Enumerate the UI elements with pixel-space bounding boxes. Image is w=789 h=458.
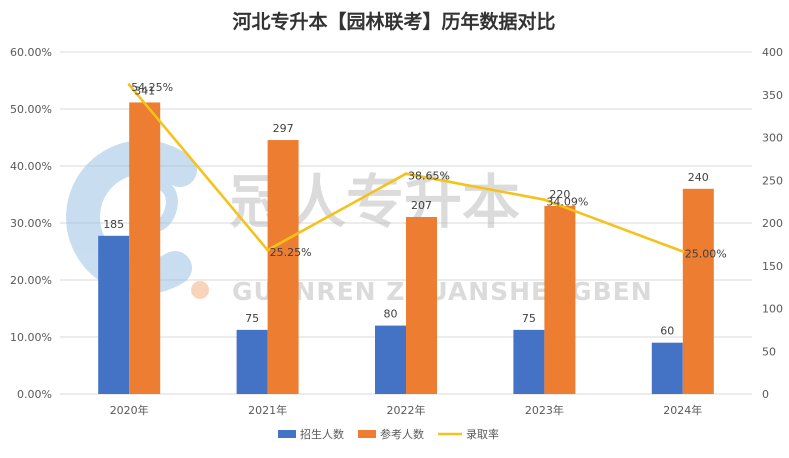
y-left-tick-label: 50.00% — [10, 103, 52, 116]
y-left-tick-label: 0.00% — [17, 388, 52, 401]
data-labels: 185 341 75 297 80 207 75 220 60 240 54.25% 25.25% 38… — [103, 81, 727, 338]
bars — [98, 102, 714, 394]
y-right-tick-label: 400 — [762, 46, 783, 59]
legend-swatch — [278, 430, 296, 438]
y-right-tick-label: 50 — [762, 345, 776, 358]
bar-admitted — [513, 329, 545, 394]
y-right-tick-label: 100 — [762, 303, 783, 316]
bar-data-label: 220 — [549, 188, 570, 201]
rate-point — [542, 198, 546, 202]
y-right-tick-label: 0 — [762, 388, 769, 401]
bar-applicants — [267, 140, 299, 394]
bar-data-label: 80 — [384, 308, 398, 321]
bar-data-label: 297 — [273, 122, 294, 135]
y-right-tick-label: 150 — [762, 260, 783, 273]
bar-data-label: 75 — [245, 312, 259, 325]
rate-point — [681, 250, 685, 253]
y-right-tick-label: 300 — [762, 132, 783, 145]
x-category-label: 2024年 — [663, 403, 702, 417]
rate-point — [266, 248, 270, 252]
chart-title: 河北专升本【园林联考】历年数据对比 — [232, 10, 555, 33]
y-right-tick-label: 250 — [762, 174, 783, 187]
bar-data-label: 75 — [522, 312, 536, 325]
bar-applicants — [544, 205, 576, 394]
x-axis-categories: 2020年 2021年 2022年 2023年 2024年 — [110, 403, 703, 417]
rate-data-label: 25.25% — [270, 246, 312, 259]
y-axis-left: 0.00% 10.00% 20.00% 30.00% 40.00% 50.00% 60.00… — [10, 46, 52, 401]
rate-data-label: 25.00% — [685, 248, 727, 261]
legend-label: 录取率 — [466, 427, 499, 441]
y-right-tick-label: 350 — [762, 89, 783, 102]
logo-dot-shape — [191, 281, 209, 299]
bar-admitted — [375, 325, 406, 394]
bar-data-label: 240 — [688, 171, 709, 184]
rate-data-label: 34.09% — [546, 196, 588, 209]
y-left-tick-label: 10.00% — [10, 331, 52, 344]
bar-applicants — [129, 102, 161, 394]
legend-label: 招生人数 — [300, 427, 344, 441]
bar-admitted — [651, 342, 683, 394]
y-axis-right: 0 50 100 150 200 250 300 350 400 — [762, 46, 783, 401]
rate-line — [127, 83, 685, 253]
x-category-label: 2021年 — [248, 403, 287, 417]
bar-applicants — [682, 188, 714, 394]
y-left-tick-label: 30.00% — [10, 217, 52, 230]
bar-data-label: 60 — [660, 325, 674, 338]
legend-swatch — [358, 430, 376, 438]
rate-point — [404, 172, 408, 176]
bar-admitted — [98, 235, 130, 394]
y-right-tick-label: 200 — [762, 217, 783, 230]
bar-data-label: 185 — [103, 218, 124, 231]
x-category-label: 2020年 — [110, 403, 149, 417]
y-left-tick-label: 40.00% — [10, 160, 52, 173]
bar-data-label: 207 — [411, 199, 432, 212]
y-left-tick-label: 20.00% — [10, 274, 52, 287]
watermark-sub-text: GUANREN ZHUANSHENGBEN — [232, 277, 653, 306]
y-left-tick-label: 60.00% — [10, 46, 52, 59]
rate-data-label: 38.65% — [408, 170, 450, 183]
rate-data-label: 54.25% — [131, 81, 173, 94]
legend: 招生人数 参考人数 录取率 — [278, 427, 499, 441]
bar-admitted — [236, 329, 268, 394]
legend-label: 参考人数 — [380, 427, 424, 441]
x-category-label: 2022年 — [387, 403, 426, 417]
x-category-label: 2023年 — [525, 403, 564, 417]
bar-data-label: 341 — [134, 84, 155, 97]
bar-applicants — [406, 217, 437, 394]
rate-point — [127, 83, 131, 87]
